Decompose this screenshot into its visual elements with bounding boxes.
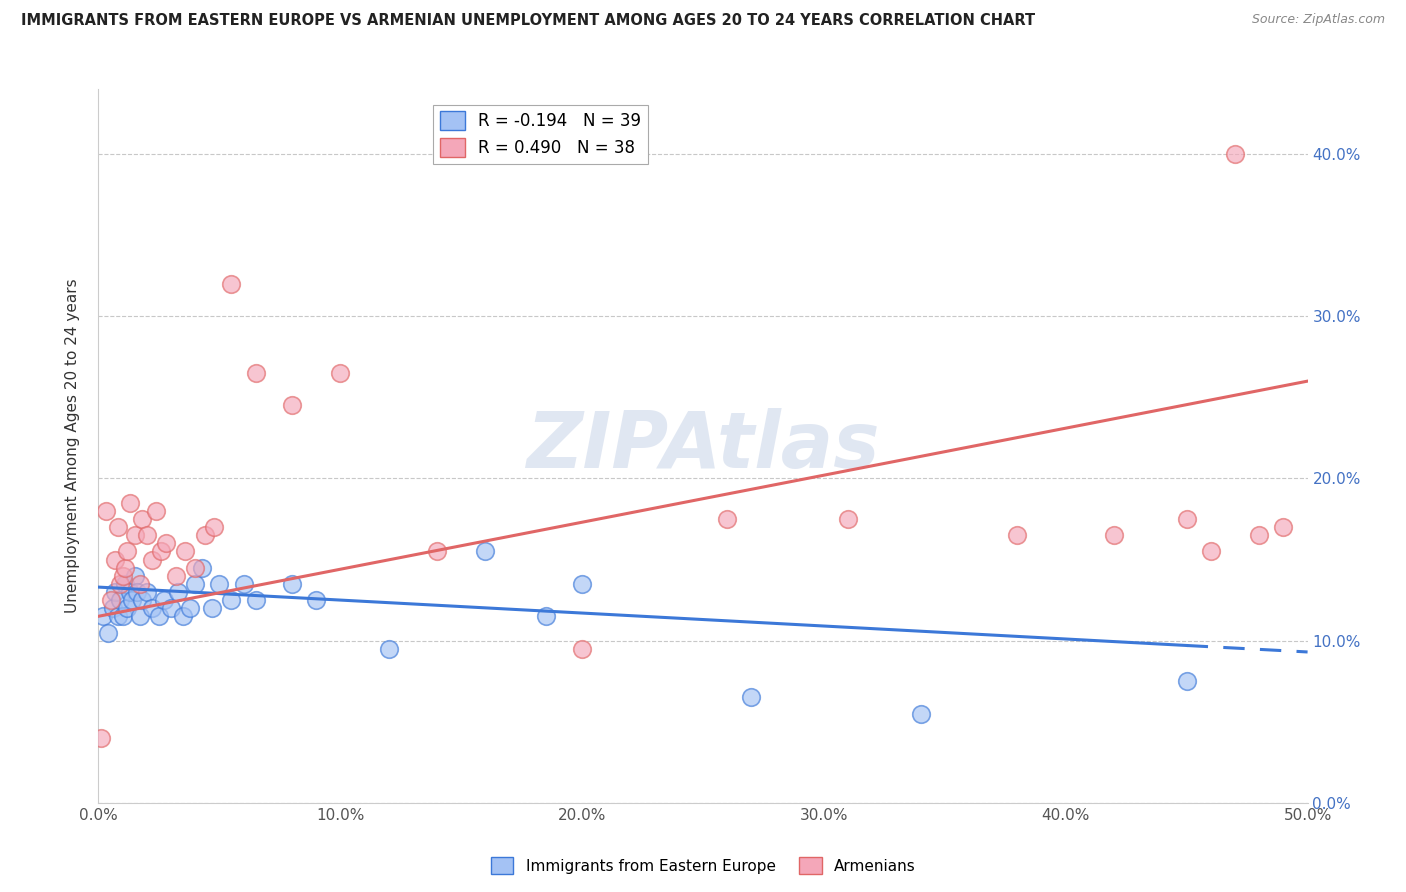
Point — [221, 593, 243, 607]
Point — [100, 593, 122, 607]
Point — [114, 577, 136, 591]
Point — [131, 593, 153, 607]
Point — [204, 520, 226, 534]
Point — [245, 593, 267, 607]
Point — [124, 568, 146, 582]
Point — [141, 601, 163, 615]
Point — [716, 512, 738, 526]
Point — [1272, 520, 1295, 534]
Point — [1175, 674, 1198, 689]
Point — [121, 593, 143, 607]
Legend: Immigrants from Eastern Europe, Armenians: Immigrants from Eastern Europe, Armenian… — [485, 851, 921, 880]
Point — [104, 552, 127, 566]
Point — [90, 731, 112, 745]
Legend: R = -0.194   N = 39, R = 0.490   N = 38: R = -0.194 N = 39, R = 0.490 N = 38 — [433, 104, 648, 163]
Point — [232, 577, 254, 591]
Point — [837, 512, 859, 526]
Point — [191, 560, 214, 574]
Point — [329, 366, 352, 380]
Point — [131, 512, 153, 526]
Point — [150, 544, 173, 558]
Point — [127, 585, 149, 599]
Point — [740, 690, 762, 705]
Y-axis label: Unemployment Among Ages 20 to 24 years: Unemployment Among Ages 20 to 24 years — [65, 278, 80, 614]
Point — [179, 601, 201, 615]
Point — [474, 544, 496, 558]
Point — [245, 366, 267, 380]
Point — [124, 528, 146, 542]
Point — [1102, 528, 1125, 542]
Point — [377, 641, 399, 656]
Point — [135, 585, 157, 599]
Text: Source: ZipAtlas.com: Source: ZipAtlas.com — [1251, 13, 1385, 27]
Point — [152, 593, 174, 607]
Point — [117, 601, 139, 615]
Point — [111, 609, 134, 624]
Text: ZIPAtlas: ZIPAtlas — [526, 408, 880, 484]
Point — [155, 536, 177, 550]
Point — [165, 568, 187, 582]
Point — [1175, 512, 1198, 526]
Point — [167, 585, 190, 599]
Point — [184, 560, 207, 574]
Point — [117, 544, 139, 558]
Point — [184, 577, 207, 591]
Point — [94, 504, 117, 518]
Point — [97, 625, 120, 640]
Point — [135, 528, 157, 542]
Point — [107, 609, 129, 624]
Point — [148, 609, 170, 624]
Point — [281, 399, 304, 413]
Point — [145, 504, 167, 518]
Point — [194, 528, 217, 542]
Point — [118, 496, 141, 510]
Point — [128, 577, 150, 591]
Point — [91, 609, 114, 624]
Point — [160, 601, 183, 615]
Point — [141, 552, 163, 566]
Point — [104, 585, 127, 599]
Point — [305, 593, 328, 607]
Point — [1249, 528, 1271, 542]
Point — [534, 609, 557, 624]
Point — [1199, 544, 1222, 558]
Point — [111, 568, 134, 582]
Point — [221, 277, 243, 291]
Point — [1223, 147, 1246, 161]
Point — [281, 577, 304, 591]
Point — [910, 706, 932, 721]
Point — [1007, 528, 1029, 542]
Text: IMMIGRANTS FROM EASTERN EUROPE VS ARMENIAN UNEMPLOYMENT AMONG AGES 20 TO 24 YEAR: IMMIGRANTS FROM EASTERN EUROPE VS ARMENI… — [21, 13, 1035, 29]
Point — [571, 577, 593, 591]
Point — [101, 601, 124, 615]
Point — [108, 577, 131, 591]
Point — [208, 577, 231, 591]
Point — [118, 585, 141, 599]
Point — [201, 601, 224, 615]
Point — [172, 609, 194, 624]
Point — [107, 520, 129, 534]
Point — [114, 560, 136, 574]
Point — [128, 609, 150, 624]
Point — [571, 641, 593, 656]
Point — [108, 593, 131, 607]
Point — [174, 544, 197, 558]
Point — [426, 544, 449, 558]
